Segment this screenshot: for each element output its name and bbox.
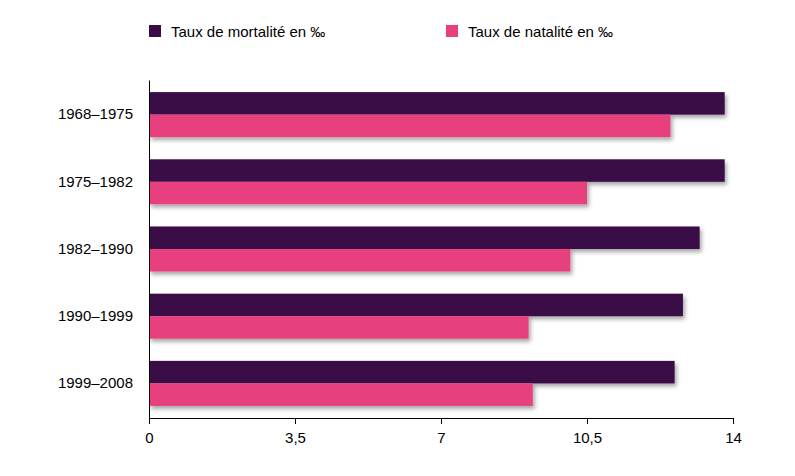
bar-group [149,92,725,406]
tick-label: 7 [437,429,445,446]
tick-label: 10,5 [573,429,602,446]
legend-swatch [149,25,161,37]
bar [149,294,683,317]
bars [149,92,725,406]
bar [149,361,675,384]
legend-label: Taux de natalité en ‰ [468,23,613,40]
bar [149,92,725,115]
category-tick: 1975–1982 [58,173,133,190]
legend-label: Taux de mortalité en ‰ [171,23,325,40]
tick: 0 [145,418,153,446]
x-axis: 0 3,5 7 10,5 14 [145,418,742,446]
category-label: 1968–1975 [58,105,133,122]
axis-line [149,81,150,419]
legend-item: Taux de natalité en ‰ [446,23,613,40]
bar [149,249,570,272]
plot: 03,5710,5141968–19751975–19821982–199019… [58,81,742,446]
bar [149,159,725,182]
category-label: 1975–1982 [58,173,133,190]
tick: 7 [437,418,445,446]
tick-mark [441,418,442,424]
category-tick: 1982–1990 [58,240,133,257]
tick-label: 3,5 [285,429,306,446]
tick-mark [149,418,150,424]
bar [149,383,533,406]
category-tick: 1990–1999 [58,307,133,324]
legend: Taux de mortalité en ‰ Taux de natalité e… [149,23,613,40]
bar [149,226,700,249]
category-label: 1999–2008 [58,374,133,391]
category-label: 1990–1999 [58,307,133,324]
category-tick: 1999–2008 [58,374,133,391]
tick: 3,5 [285,418,306,446]
category-tick: 1968–1975 [58,105,133,122]
bar [149,182,587,205]
tick-mark [587,418,588,424]
tick-mark [733,418,734,424]
chart: 03,5710,5141968–19751975–19821982–199019… [0,0,795,476]
tick: 10,5 [573,418,602,446]
bar [149,115,670,138]
legend-item: Taux de mortalité en ‰ [149,23,325,40]
tick-mark [295,418,296,424]
y-axis: 1968–1975 1975–1982 1982–1990 1990–1999 1999… [58,81,150,419]
legend-swatch [446,25,458,37]
bar [149,316,529,339]
tick-label: 14 [725,429,742,446]
category-label: 1982–1990 [58,240,133,257]
tick: 14 [725,418,742,446]
tick-label: 0 [145,429,153,446]
